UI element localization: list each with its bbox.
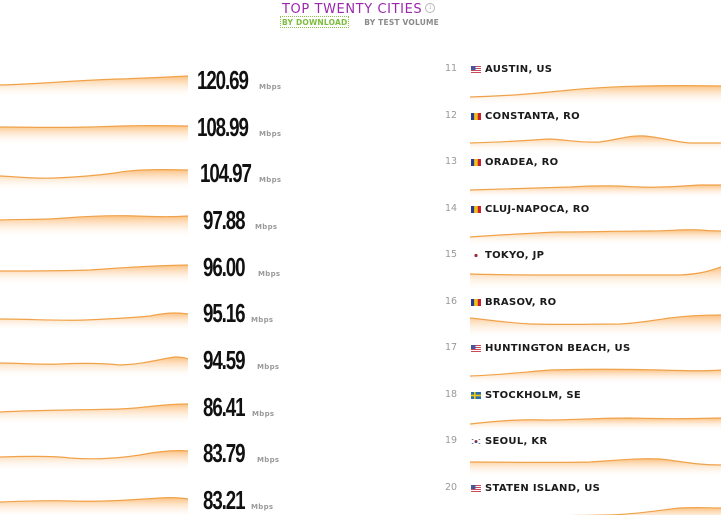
- list-item[interactable]: 86.41 Mbps: [0, 385, 300, 425]
- header-title-row: TOP TWENTY CITIES i: [282, 0, 436, 17]
- sparkline-chart: [0, 124, 188, 145]
- list-item[interactable]: 104.97 Mbps: [0, 151, 300, 191]
- us-flag-icon: [471, 345, 481, 352]
- tab-by-download[interactable]: BY DOWNLOAD: [279, 16, 350, 28]
- speed-unit: Mbps: [252, 410, 275, 418]
- list-item[interactable]: 13 ORADEA, RO: [440, 156, 721, 202]
- sparkline-chart: [470, 184, 721, 198]
- sparkline-chart: [0, 215, 188, 238]
- us-flag-icon: [471, 485, 481, 492]
- sparkline-chart: [470, 417, 721, 431]
- rank-number: 15: [445, 249, 458, 260]
- speed-unit: Mbps: [259, 83, 282, 91]
- rank-number: 12: [445, 110, 458, 121]
- sparkline-chart: [470, 135, 721, 152]
- download-speed: 94.59: [203, 345, 246, 375]
- download-speed: 83.79: [203, 438, 246, 468]
- speed-unit: Mbps: [259, 130, 282, 138]
- download-speed: 120.69: [197, 65, 249, 95]
- ro-flag-icon: [471, 113, 481, 120]
- ro-flag-icon: [471, 206, 481, 213]
- se-flag-icon: [471, 392, 481, 399]
- list-item[interactable]: 96.00 Mbps: [0, 245, 300, 285]
- list-item[interactable]: 94.59 Mbps: [0, 338, 300, 378]
- download-speed: 104.97: [200, 158, 252, 188]
- city-name: STATEN ISLAND, US: [485, 483, 601, 494]
- list-item[interactable]: 83.79 Mbps: [0, 431, 300, 471]
- kr-flag-icon: [471, 438, 481, 445]
- city-name: SEOUL, KR: [485, 436, 548, 447]
- info-icon[interactable]: i: [425, 3, 436, 13]
- list-item[interactable]: 12 CONSTANTA, RO: [440, 110, 721, 156]
- rank-number: 18: [445, 389, 458, 400]
- speed-unit: Mbps: [257, 363, 280, 371]
- sparkline-chart: [0, 264, 188, 285]
- list-item[interactable]: 16 BRASOV, RO: [440, 296, 721, 342]
- rank-number: 14: [445, 203, 458, 214]
- sparkline-chart: [0, 169, 188, 191]
- rank-number: 13: [445, 156, 458, 167]
- list-item[interactable]: 11 AUSTIN, US: [440, 63, 721, 109]
- city-name: BRASOV, RO: [485, 297, 557, 308]
- download-speed: 96.00: [203, 252, 246, 282]
- sparkline-chart: [0, 356, 188, 378]
- sparkline-chart: [470, 314, 721, 338]
- list-item[interactable]: 95.16 Mbps: [0, 291, 300, 331]
- list-item[interactable]: 120.69 Mbps: [0, 58, 300, 98]
- download-speed: 86.41: [203, 392, 246, 422]
- list-item[interactable]: 14 CLUJ-NAPOCA, RO: [440, 203, 721, 249]
- rank-number: 11: [445, 63, 458, 74]
- sparkline-chart: [470, 458, 721, 477]
- city-name: AUSTIN, US: [485, 64, 553, 75]
- rank-number: 17: [445, 342, 458, 353]
- rank-number: 16: [445, 296, 458, 307]
- sparkline-chart: [470, 85, 721, 105]
- city-name: HUNTINGTON BEACH, US: [485, 343, 631, 354]
- list-item[interactable]: 83.21 Mbps: [0, 478, 300, 515]
- sparkline-chart: [0, 403, 188, 425]
- sort-tabs: BY DOWNLOAD BY TEST VOLUME: [279, 16, 440, 28]
- rank-number: 20: [445, 482, 458, 493]
- ro-flag-icon: [471, 159, 481, 166]
- download-speed: 108.99: [197, 112, 249, 142]
- sparkline-chart: [470, 229, 721, 245]
- sparkline-chart: [0, 496, 188, 515]
- rank-number: 19: [445, 435, 458, 446]
- speed-unit: Mbps: [258, 270, 281, 278]
- tab-by-test-volume[interactable]: BY TEST VOLUME: [364, 18, 439, 27]
- list-item[interactable]: 15 TOKYO, JP: [440, 249, 721, 295]
- sparkline-chart: [0, 450, 188, 471]
- list-item[interactable]: 20 STATEN ISLAND, US: [440, 482, 721, 515]
- list-item[interactable]: 17 HUNTINGTON BEACH, US: [440, 342, 721, 388]
- sparkline-chart: [570, 506, 721, 515]
- us-flag-icon: [471, 66, 481, 73]
- speed-unit: Mbps: [259, 176, 282, 184]
- sparkline-chart: [0, 75, 188, 98]
- list-item[interactable]: 19 SEOUL, KR: [440, 435, 721, 481]
- download-speed: 83.21: [203, 485, 246, 515]
- jp-flag-icon: [471, 252, 481, 259]
- sparkline-chart: [0, 312, 188, 331]
- page-title: TOP TWENTY CITIES: [282, 2, 423, 17]
- download-speed: 95.16: [203, 298, 246, 328]
- list-item[interactable]: 108.99 Mbps: [0, 105, 300, 145]
- speed-unit: Mbps: [251, 316, 274, 324]
- speed-unit: Mbps: [257, 456, 280, 464]
- speed-unit: Mbps: [255, 223, 278, 231]
- speed-unit: Mbps: [251, 503, 274, 511]
- sparkline-chart: [470, 368, 721, 384]
- city-name: TOKYO, JP: [485, 250, 545, 261]
- download-speed: 97.88: [203, 205, 246, 235]
- ro-flag-icon: [471, 299, 481, 306]
- city-name: STOCKHOLM, SE: [485, 390, 582, 401]
- city-name: CONSTANTA, RO: [485, 111, 580, 122]
- list-item[interactable]: 97.88 Mbps: [0, 198, 300, 238]
- city-name: ORADEA, RO: [485, 157, 559, 168]
- list-item[interactable]: 18 STOCKHOLM, SE: [440, 389, 721, 435]
- sparkline-chart: [470, 266, 721, 291]
- city-name: CLUJ-NAPOCA, RO: [485, 204, 590, 215]
